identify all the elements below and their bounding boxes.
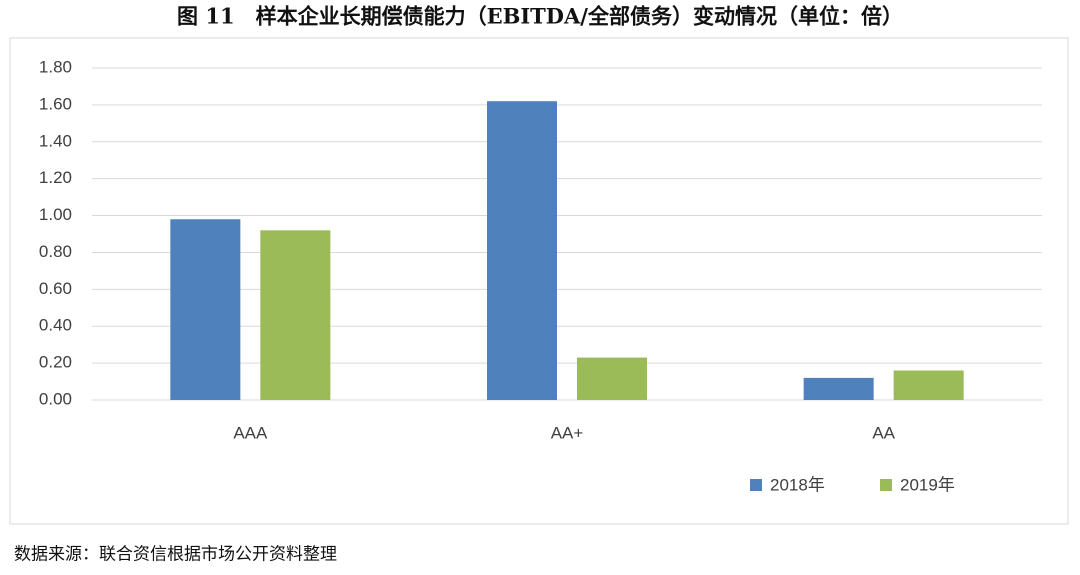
y-tick-label: 1.00 [39, 205, 72, 224]
legend-swatch [750, 479, 762, 491]
legend-label: 2019年 [900, 475, 955, 494]
bar [487, 101, 557, 400]
y-tick-label: 0.00 [39, 389, 72, 408]
x-tick-label: AA+ [551, 423, 584, 442]
y-tick-label: 1.80 [39, 57, 72, 76]
y-tick-label: 0.40 [39, 316, 72, 335]
y-tick-label: 1.20 [39, 168, 72, 187]
legend-swatch [880, 479, 892, 491]
y-tick-label: 1.60 [39, 94, 72, 113]
bar [893, 370, 964, 400]
y-tick-label: 0.20 [39, 353, 72, 372]
bar [170, 219, 241, 400]
bar [577, 357, 647, 400]
source: 数据来源：联合资信根据市场公开资料整理 [14, 545, 337, 565]
legend-label: 2018年 [770, 475, 825, 494]
y-tick-label: 1.40 [39, 131, 72, 150]
chart-title: 图 11 样本企业长期偿债能力（EBITDA/全部债务）变动情况（单位：倍） [177, 4, 903, 29]
x-tick-label: AA [872, 423, 895, 442]
x-tick-label: AAA [233, 423, 268, 442]
bar [803, 377, 874, 400]
y-tick-label: 0.60 [39, 279, 72, 298]
chart-border [9, 37, 1069, 525]
y-tick-label: 0.80 [39, 242, 72, 261]
bar [260, 230, 331, 400]
